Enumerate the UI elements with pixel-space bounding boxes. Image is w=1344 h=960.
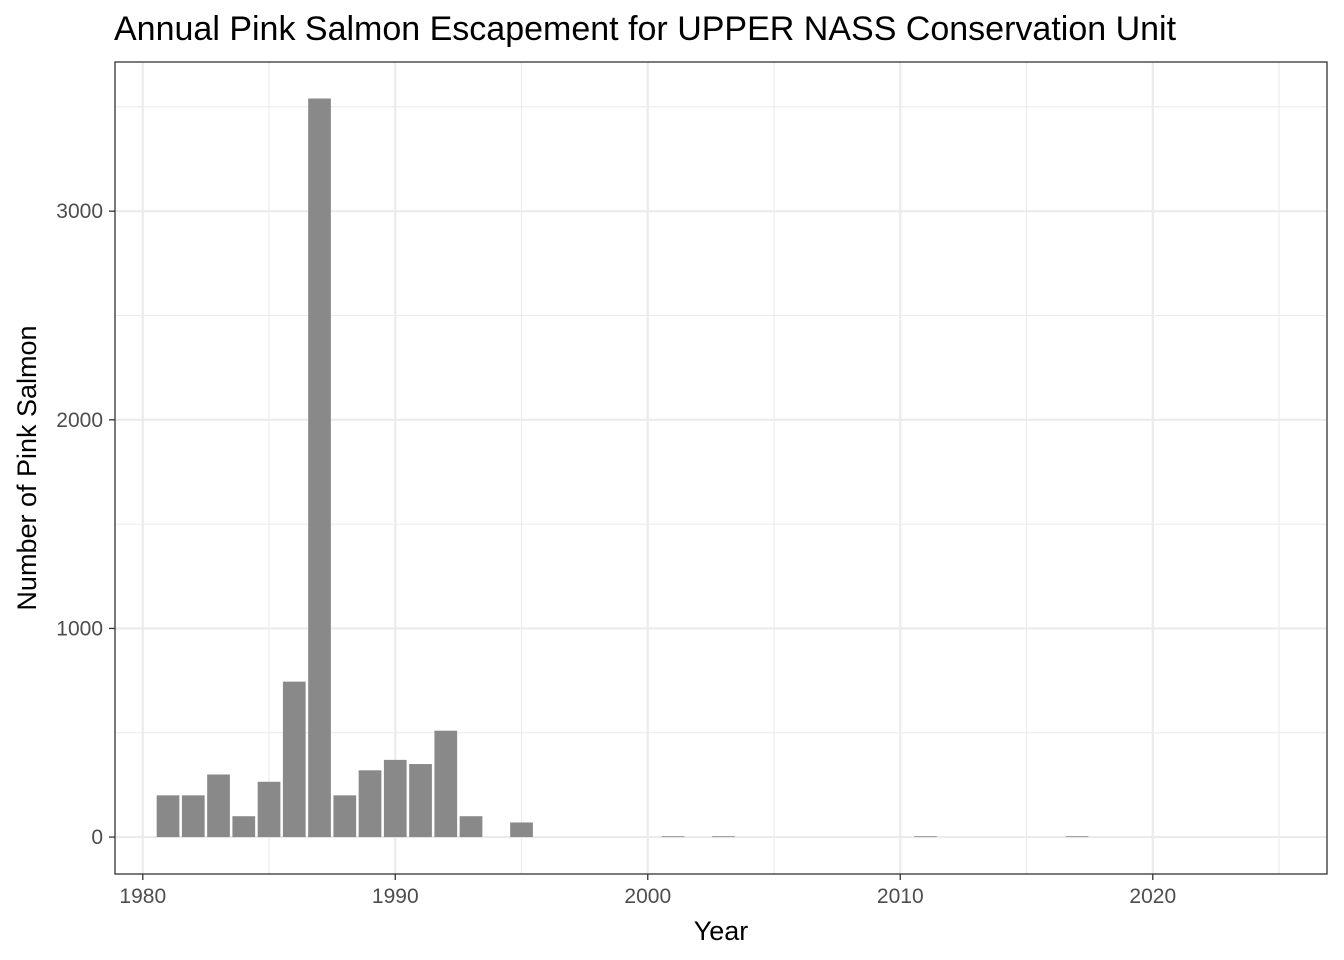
x-tick-label: 1990 — [372, 885, 419, 908]
bar-1990 — [383, 759, 407, 838]
bar-1986 — [282, 681, 306, 838]
y-tick-label: 0 — [91, 826, 103, 849]
bar-2017 — [1065, 836, 1089, 838]
bar-1985 — [257, 781, 281, 838]
chart-title: Annual Pink Salmon Escapement for UPPER … — [114, 10, 1177, 48]
bar-1992 — [434, 730, 458, 838]
plot-panel-border — [114, 61, 1328, 875]
bar-1982 — [181, 795, 205, 838]
bar-2011 — [914, 836, 937, 838]
x-tick-label: 1980 — [119, 885, 166, 908]
x-tick-label: 2010 — [877, 885, 924, 908]
y-tick-label: 1000 — [56, 617, 103, 640]
x-axis-label: Year — [694, 916, 749, 946]
bar-1984 — [232, 816, 256, 838]
bar-1987 — [308, 98, 331, 838]
bar-1991 — [409, 764, 432, 838]
axis-ticks — [109, 210, 1154, 880]
bar-1983 — [207, 774, 230, 838]
bar-1981 — [156, 795, 180, 838]
tick-labels: 1980 1990 2000 2010 2020 0 1000 2000 3000 — [56, 200, 1176, 908]
y-tick-label: 3000 — [56, 200, 103, 223]
y-tick-label: 2000 — [56, 409, 103, 432]
x-tick-label: 2000 — [624, 885, 671, 908]
bar-1993 — [459, 816, 483, 838]
bars — [156, 98, 1089, 838]
bar-1988 — [333, 795, 357, 838]
bar-2001 — [661, 836, 685, 838]
bar-2003 — [712, 836, 735, 838]
y-axis-label: Number of Pink Salmon — [12, 325, 42, 610]
bar-1995 — [510, 822, 533, 838]
major-gridlines — [115, 62, 1327, 874]
x-tick-label: 2020 — [1129, 885, 1176, 908]
bar-1989 — [358, 770, 382, 838]
